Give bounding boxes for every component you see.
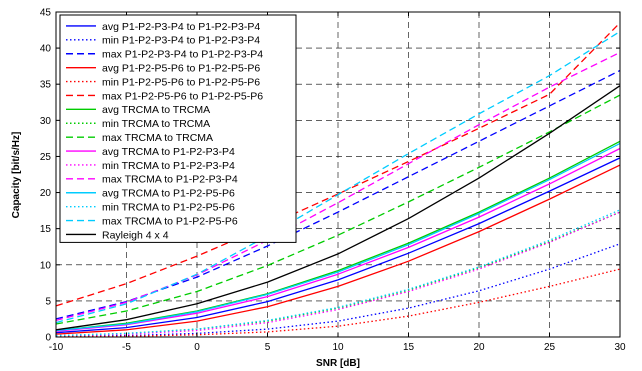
- series-line-7: [55, 211, 621, 337]
- legend-label: avg TRCMA to P1-P2-P3-P4: [102, 146, 235, 158]
- x-tick-label: 0: [194, 342, 200, 353]
- x-tick-label: 25: [544, 342, 556, 353]
- y-axis-label: Capacity [bit/s/Hz]: [11, 132, 22, 219]
- legend-label: avg TRCMA to P1-P2-P5-P6: [102, 188, 235, 200]
- legend-label: max TRCMA to P1-P2-P5-P6: [102, 215, 238, 227]
- y-tick-label: 25: [40, 152, 52, 163]
- y-tick-label: 5: [45, 296, 51, 307]
- x-tick-label: -10: [49, 342, 64, 353]
- series-line-3: [55, 164, 621, 335]
- y-tick-label: 30: [40, 116, 52, 127]
- legend-label: min TRCMA to P1-P2-P5-P6: [102, 201, 235, 213]
- x-axis-label: SNR [dB]: [316, 358, 360, 369]
- y-tick-label: 20: [40, 188, 52, 199]
- legend: avg P1-P2-P3-P4 to P1-P2-P3-P4 min P1-P2-…: [59, 14, 297, 243]
- series-line-12: [55, 142, 621, 332]
- series-line-9: [55, 147, 621, 332]
- y-tick-label: 45: [40, 8, 52, 19]
- x-tick-label: -5: [122, 342, 131, 353]
- legend-label: Rayleigh 4 x 4: [102, 229, 169, 241]
- series-line-6: [55, 140, 621, 332]
- x-tick-label: 30: [614, 342, 626, 353]
- legend-label: max TRCMA to P1-P2-P3-P4: [102, 174, 238, 186]
- legend-label: avg P1-P2-P3-P4 to P1-P2-P3-P4: [102, 21, 260, 33]
- series-line-1: [55, 243, 621, 337]
- legend-label: max TRCMA to TRCMA: [102, 132, 213, 144]
- y-tick-label: 10: [40, 260, 52, 271]
- y-tick-label: 35: [40, 80, 52, 91]
- axis-ticks: -10 -5 0 5 10 15 20 25 30 0 5 10 15 20 25 30 35 40 45: [40, 8, 626, 354]
- x-tick-label: 10: [332, 342, 344, 353]
- x-tick-label: 20: [473, 342, 485, 353]
- series-lines: [55, 22, 621, 338]
- series-line-10: [55, 211, 621, 337]
- legend-label: avg P1-P2-P5-P6 to P1-P2-P5-P6: [102, 62, 260, 74]
- x-tick-label: 15: [403, 342, 415, 353]
- legend-box: [59, 14, 297, 243]
- series-line-2: [55, 69, 621, 320]
- y-tick-label: 15: [40, 224, 52, 235]
- legend-label: min TRCMA to P1-P2-P3-P4: [102, 160, 235, 172]
- series-line-15: [55, 85, 621, 331]
- legend-label: min TRCMA to TRCMA: [102, 118, 210, 130]
- series-line-0: [55, 157, 621, 334]
- legend-label: max P1-P2-P3-P4 to P1-P2-P3-P4: [102, 49, 263, 61]
- legend-label: avg TRCMA to TRCMA: [102, 104, 210, 116]
- x-tick-label: 5: [265, 342, 271, 353]
- series-line-13: [55, 209, 621, 337]
- legend-label: max P1-P2-P5-P6 to P1-P2-P5-P6: [102, 90, 263, 102]
- series-line-14: [55, 30, 621, 324]
- y-tick-label: 0: [45, 333, 51, 344]
- y-tick-label: 40: [40, 44, 52, 55]
- legend-label: min P1-P2-P5-P6 to P1-P2-P5-P6: [102, 76, 260, 88]
- legend-label: min P1-P2-P3-P4 to P1-P2-P3-P4: [102, 35, 260, 47]
- series-line-11: [55, 51, 621, 322]
